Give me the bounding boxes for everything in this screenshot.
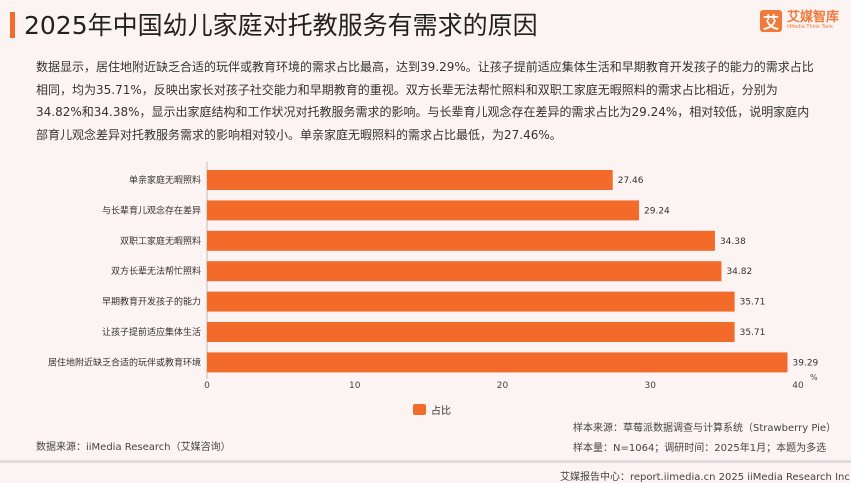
divider [0, 460, 851, 463]
category-label: 让孩子提前适应集体生活 [102, 326, 201, 338]
category-label: 单亲家庭无暇照料 [129, 174, 201, 186]
logo: 艾 艾媒智库 iiMedia Think Tank [760, 10, 839, 32]
data-label: 29.24 [644, 206, 670, 216]
page-title: 2025年中国幼儿家庭对托教服务有需求的原因 [24, 11, 538, 40]
logo-icon: 艾 [760, 10, 782, 32]
bar [207, 352, 788, 373]
category-label: 双方长辈无法帮忙照料 [111, 265, 201, 277]
data-label: 35.71 [740, 328, 766, 338]
x-tick-label: 10 [349, 381, 361, 391]
category-label: 与长辈育儿观念存在差异 [102, 204, 201, 216]
bar [207, 261, 722, 282]
legend-swatch [413, 404, 426, 415]
category-label: 双职工家庭无暇照料 [120, 235, 201, 247]
x-tick-label: 30 [645, 381, 657, 391]
logo-en: iiMedia Think Tank [787, 24, 834, 31]
category-label: 居住地附近缺乏合适的玩伴或教育环境 [48, 356, 201, 368]
logo-cn: 艾媒智库 [787, 10, 840, 26]
data-label: 34.82 [726, 267, 752, 277]
x-unit-label: % [810, 373, 818, 382]
bar [207, 200, 640, 221]
sample-info: 样本量：N=1064；调研时间：2025年1月；本题为多选 [573, 443, 827, 454]
copyright: 艾媒报告中心：report.iimedia.cn 2025 iiMedia Re… [560, 472, 850, 483]
data-label: 27.46 [618, 176, 644, 186]
data-source: 数据来源：iiMedia Research（艾媒咨询） [36, 442, 231, 453]
legend-label: 占比 [431, 406, 451, 417]
bar [207, 322, 735, 342]
x-tick-label: 40 [792, 381, 804, 391]
category-label: 早期教育开发孩子的能力 [102, 296, 201, 308]
bar [207, 230, 715, 251]
bar [207, 170, 613, 190]
x-tick-label: 0 [204, 381, 210, 391]
data-label: 35.71 [740, 298, 766, 308]
data-label: 34.38 [720, 237, 746, 247]
data-label: 39.29 [793, 358, 819, 368]
sample-source: 样本来源：草莓派数据调查与计算系统（Strawberry Pie） [573, 423, 837, 434]
legend: 占比 [413, 402, 451, 417]
title-accent-bar [10, 12, 15, 38]
x-tick-label: 20 [497, 381, 509, 391]
description: 数据显示，居住地附近缺乏合适的玩伴或教育环境的需求占比最高，达到39.29%。让… [36, 60, 814, 142]
bar [207, 291, 735, 312]
